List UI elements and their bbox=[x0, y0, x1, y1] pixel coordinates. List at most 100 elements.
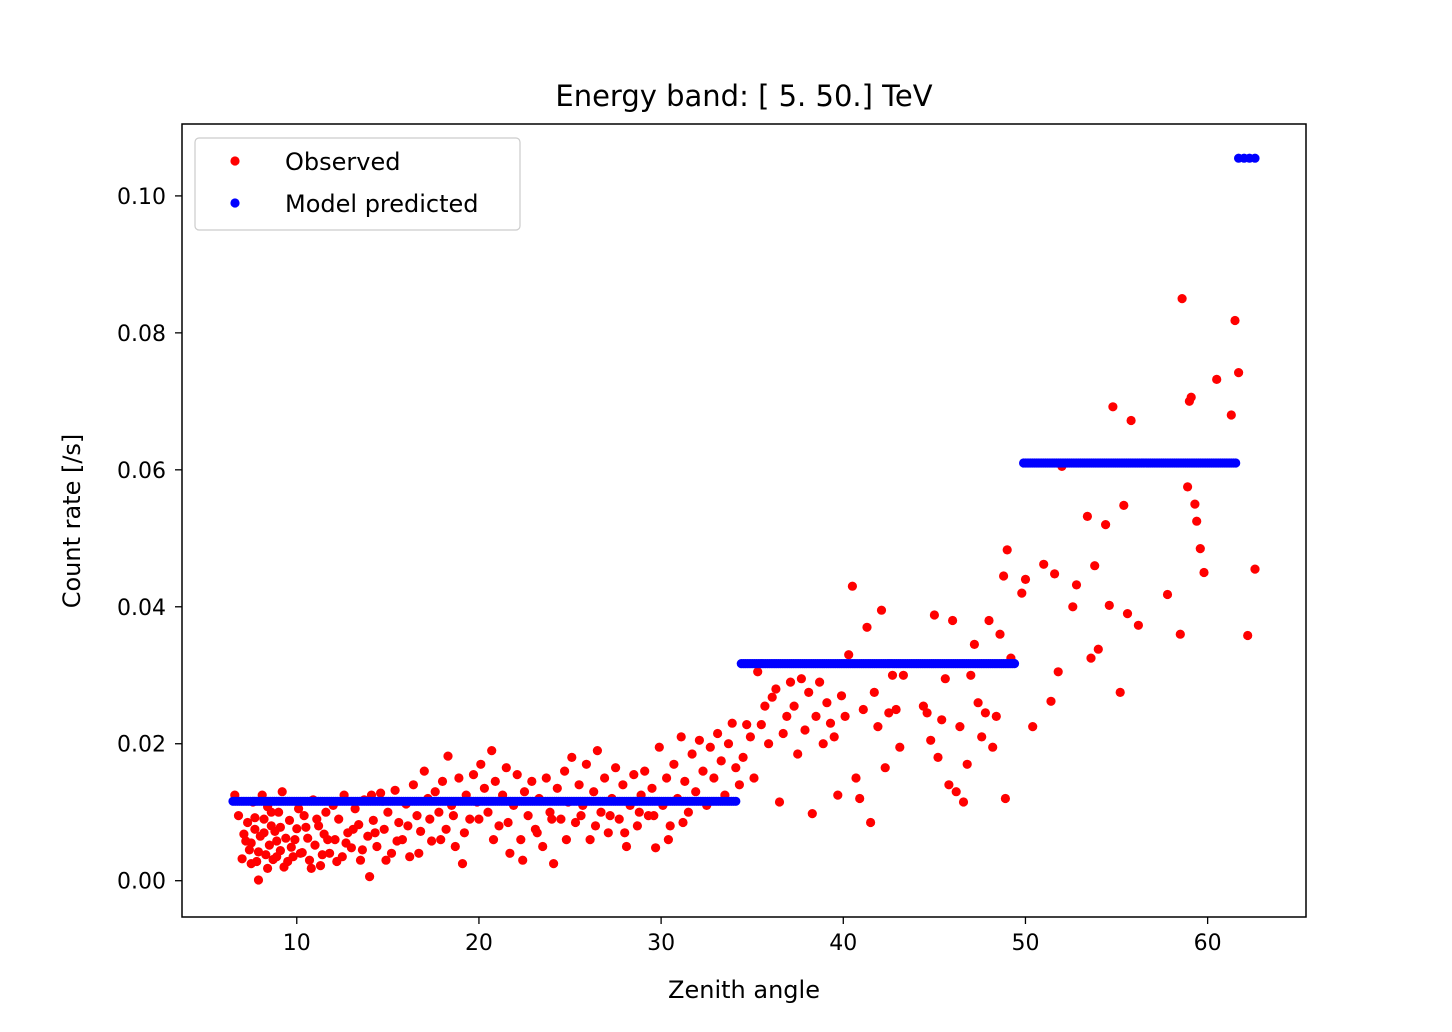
observed-point bbox=[829, 732, 839, 742]
observed-point bbox=[771, 684, 781, 694]
observed-point bbox=[815, 677, 825, 687]
observed-point bbox=[1028, 722, 1038, 732]
observed-point bbox=[767, 692, 777, 702]
observed-point bbox=[1195, 544, 1205, 554]
observed-point bbox=[549, 859, 559, 869]
observed-point bbox=[778, 728, 788, 739]
y-tick-label: 0.10 bbox=[117, 185, 166, 210]
observed-point bbox=[962, 759, 972, 769]
observed-point bbox=[678, 817, 688, 828]
observed-point bbox=[713, 728, 723, 739]
observed-point bbox=[614, 814, 624, 824]
observed-point bbox=[1082, 511, 1092, 521]
observed-point bbox=[465, 814, 475, 824]
observed-point bbox=[1183, 482, 1193, 492]
observed-point bbox=[590, 821, 601, 831]
y-tick-label: 0.06 bbox=[117, 459, 166, 484]
observed-point bbox=[918, 701, 929, 711]
legend-marker-model-predicted bbox=[230, 198, 240, 208]
observed-point bbox=[665, 821, 675, 831]
observed-point bbox=[386, 848, 397, 858]
observed-point bbox=[304, 855, 315, 865]
observed-point bbox=[372, 841, 382, 852]
observed-point bbox=[284, 815, 295, 826]
observed-point bbox=[1186, 392, 1196, 402]
observed-point bbox=[1250, 564, 1260, 574]
observed-point bbox=[427, 836, 437, 846]
observed-point bbox=[1017, 588, 1027, 598]
observed-point bbox=[381, 855, 391, 865]
observed-point bbox=[1000, 793, 1011, 804]
observed-point bbox=[887, 670, 898, 680]
observed-point bbox=[818, 739, 828, 749]
observed-point bbox=[1093, 644, 1103, 654]
observed-point bbox=[306, 863, 316, 874]
observed-point bbox=[742, 720, 752, 730]
observed-point bbox=[383, 807, 393, 817]
observed-point bbox=[1243, 630, 1253, 641]
observed-point bbox=[705, 742, 715, 752]
observed-point bbox=[365, 872, 375, 882]
observed-point bbox=[527, 776, 537, 787]
observed-point bbox=[503, 817, 513, 828]
observed-point bbox=[687, 749, 697, 759]
observed-point bbox=[955, 722, 965, 732]
observed-point bbox=[1162, 589, 1173, 600]
observed-point bbox=[1053, 667, 1063, 677]
observed-point bbox=[676, 732, 686, 742]
observed-point bbox=[237, 854, 247, 864]
observed-point bbox=[567, 752, 577, 763]
observed-point bbox=[552, 783, 562, 793]
observed-point bbox=[1071, 580, 1082, 590]
observed-point bbox=[547, 814, 557, 824]
observed-point bbox=[933, 752, 943, 763]
observed-point bbox=[995, 629, 1005, 639]
observed-point bbox=[1115, 687, 1125, 698]
observed-point bbox=[738, 752, 748, 763]
observed-point bbox=[294, 804, 304, 814]
observed-point bbox=[370, 828, 380, 838]
observed-point bbox=[416, 826, 426, 837]
observed-point bbox=[277, 787, 287, 797]
observed-point bbox=[937, 715, 947, 725]
observed-point bbox=[999, 571, 1009, 581]
observed-point bbox=[1190, 499, 1200, 509]
observed-point bbox=[323, 835, 333, 845]
observed-point bbox=[734, 780, 745, 790]
observed-point bbox=[443, 751, 453, 761]
observed-point bbox=[855, 793, 865, 804]
observed-point bbox=[840, 711, 850, 722]
observed-point bbox=[984, 615, 994, 626]
observed-point bbox=[785, 677, 796, 687]
observed-point bbox=[749, 773, 759, 783]
observed-point bbox=[405, 852, 415, 862]
observed-point bbox=[807, 809, 817, 819]
observed-point bbox=[556, 814, 566, 824]
observed-point bbox=[266, 807, 276, 817]
observed-point bbox=[1192, 516, 1202, 526]
observed-point bbox=[516, 835, 526, 845]
observed-point bbox=[581, 759, 592, 769]
observed-point bbox=[1086, 653, 1096, 663]
observed-point bbox=[1133, 620, 1143, 630]
y-tick-label: 0.04 bbox=[117, 596, 166, 621]
legend-label-model-predicted: Model predicted bbox=[285, 190, 479, 218]
x-tick-label: 10 bbox=[283, 931, 311, 956]
observed-point bbox=[434, 807, 444, 817]
observed-point bbox=[437, 776, 448, 787]
observed-point bbox=[363, 831, 373, 841]
observed-point bbox=[1122, 609, 1133, 619]
observed-point bbox=[589, 787, 599, 797]
observed-point bbox=[490, 776, 500, 787]
observed-point bbox=[760, 701, 770, 711]
observed-point bbox=[436, 835, 446, 845]
observed-point bbox=[357, 845, 367, 855]
observed-point bbox=[756, 720, 766, 730]
observed-point bbox=[261, 850, 271, 860]
observed-point bbox=[341, 838, 351, 848]
legend-box bbox=[194, 137, 521, 231]
observed-point bbox=[811, 711, 821, 722]
observed-point bbox=[691, 787, 701, 797]
observed-point bbox=[425, 814, 435, 824]
observed-point bbox=[973, 698, 983, 708]
